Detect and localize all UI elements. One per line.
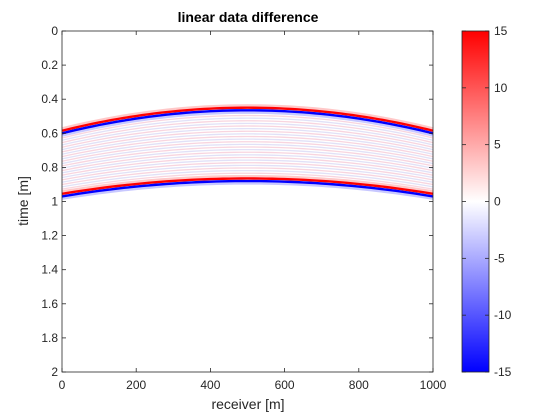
texture-line [61, 156, 434, 176]
event-halo [61, 104, 434, 131]
texture-line [61, 114, 434, 139]
texture-line [61, 148, 434, 169]
colorbar-tick-label: 5 [494, 138, 501, 152]
x-tick-label: 0 [59, 378, 66, 392]
texture-line [61, 133, 434, 155]
texture-line [61, 151, 434, 172]
x-axis-ticks: 0 200 400 600 800 1000 [59, 31, 447, 392]
texture-line [61, 135, 434, 158]
texture-line [61, 143, 434, 165]
y-tick-label: 1.8 [41, 331, 58, 345]
event-halo [61, 174, 434, 194]
chart-title: linear data difference [178, 9, 319, 25]
texture-line [61, 141, 434, 162]
texture-line [61, 117, 434, 141]
x-tick-label: 1000 [420, 378, 447, 392]
texture-line [61, 146, 434, 167]
texture-line [61, 120, 434, 144]
event-red [61, 177, 434, 196]
x-tick-label: 800 [349, 378, 369, 392]
y-tick-label: 2 [51, 365, 58, 379]
event-texture [61, 104, 434, 200]
colorbar-ticks: 15 10 5 0 -5 -10 -15 [462, 24, 512, 379]
y-tick-label: 1 [51, 195, 58, 209]
y-axis-label: time [m] [15, 176, 31, 226]
x-tick-label: 400 [200, 378, 220, 392]
texture-line [61, 138, 434, 160]
y-tick-label: 1.2 [41, 229, 58, 243]
colorbar-tick-label: 0 [494, 195, 501, 209]
x-tick-label: 200 [126, 378, 146, 392]
event-halo [61, 181, 434, 200]
plot-area [61, 30, 434, 373]
colorbar-gradient [461, 30, 490, 373]
y-tick-label: 1.4 [41, 263, 58, 277]
y-axis-ticks: 0 0.2 0.4 0.6 0.8 1 1.2 1.4 1.6 1.8 2 [41, 24, 433, 379]
event-red [61, 106, 434, 132]
y-tick-label: 0.2 [41, 58, 58, 72]
colorbar: 15 10 5 0 -5 -10 -15 [461, 24, 512, 379]
colorbar-tick-label: 15 [494, 24, 508, 38]
x-tick-label: 600 [275, 378, 295, 392]
y-tick-label: 0.8 [41, 160, 58, 174]
texture-line [61, 172, 434, 190]
y-tick-label: 0 [51, 24, 58, 38]
colorbar-tick-label: -15 [494, 365, 512, 379]
y-tick-label: 0.4 [41, 92, 58, 106]
y-tick-label: 0.6 [41, 126, 58, 140]
texture-line [61, 127, 434, 151]
event-blue [61, 179, 434, 198]
texture-line [61, 122, 434, 146]
colorbar-tick-label: -10 [494, 308, 512, 322]
colorbar-tick-label: -5 [494, 251, 505, 265]
texture-line [61, 154, 434, 174]
event-blue [61, 109, 434, 135]
event-curves [61, 106, 434, 198]
event-halo [61, 110, 434, 137]
texture-line [61, 125, 434, 148]
texture-line [61, 159, 434, 179]
x-axis-label: receiver [m] [211, 396, 284, 412]
y-tick-label: 1.6 [41, 297, 58, 311]
colorbar-tick-label: 10 [494, 81, 508, 95]
texture-line [61, 162, 434, 181]
texture-line [61, 167, 434, 186]
texture-line [61, 130, 434, 153]
texture-line [61, 169, 434, 188]
texture-line [61, 164, 434, 183]
